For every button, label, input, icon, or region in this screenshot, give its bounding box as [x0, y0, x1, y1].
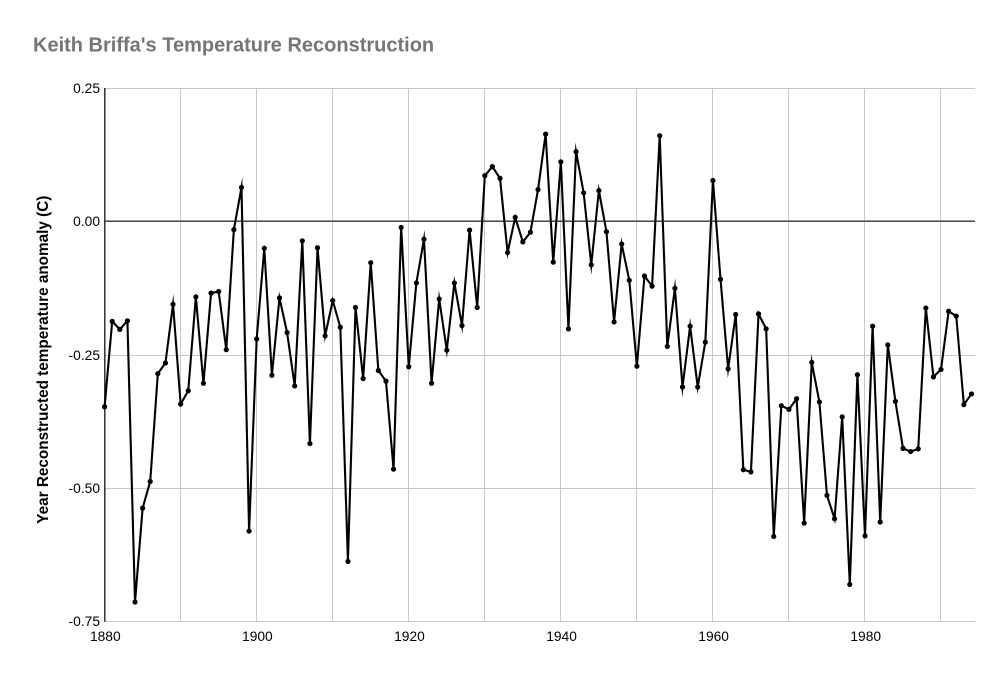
svg-text:-0.75: -0.75	[69, 614, 101, 629]
svg-text:0.00: 0.00	[73, 214, 100, 229]
svg-text:-0.50: -0.50	[69, 481, 101, 496]
svg-text:Year Reconstructed temperature: Year Reconstructed temperature anomaly (…	[35, 196, 52, 524]
svg-text:-0.25: -0.25	[69, 348, 101, 363]
svg-text:1920: 1920	[394, 629, 425, 644]
svg-text:1980: 1980	[850, 629, 881, 644]
svg-text:1960: 1960	[698, 629, 729, 644]
svg-text:Keith Briffa's Temperature Rec: Keith Briffa's Temperature Reconstructio…	[33, 35, 434, 57]
svg-text:0.25: 0.25	[73, 81, 100, 96]
svg-text:1880: 1880	[90, 629, 121, 644]
svg-text:1940: 1940	[546, 629, 577, 644]
svg-text:1900: 1900	[242, 629, 273, 644]
